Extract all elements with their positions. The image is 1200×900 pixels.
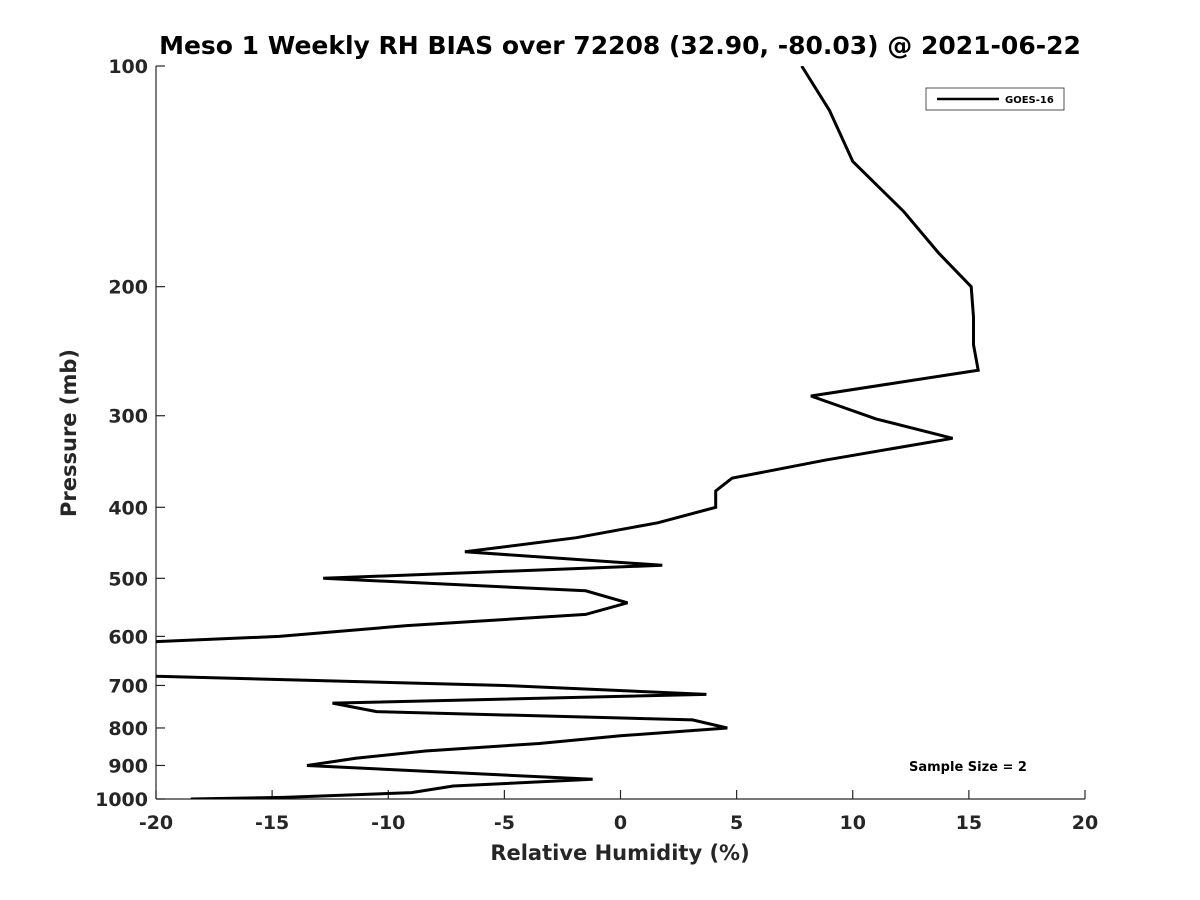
x-tick-label: -20 xyxy=(139,812,173,834)
y-tick-label: 500 xyxy=(108,568,148,590)
y-tick-label: 800 xyxy=(108,718,148,740)
y-tick-label: 400 xyxy=(108,497,148,519)
y-axis-ticks: 100 200 300 400 500 600 700 800 900 1000 xyxy=(95,56,165,811)
plot-area xyxy=(155,66,1085,800)
y-tick-label: 900 xyxy=(108,755,148,777)
series-group xyxy=(156,66,980,799)
series-line-goes16 xyxy=(156,66,980,799)
x-tick-label: 20 xyxy=(1072,812,1098,834)
y-tick-label: 100 xyxy=(108,56,148,78)
y-tick-label: 300 xyxy=(108,406,148,428)
sample-size-annotation: Sample Size = 2 xyxy=(909,760,1027,775)
y-tick-label: 200 xyxy=(108,277,148,299)
legend-label-goes16: GOES-16 xyxy=(1005,95,1054,106)
x-tick-label: 10 xyxy=(840,812,866,834)
y-tick-label: 600 xyxy=(108,626,148,648)
chart-title: Meso 1 Weekly RH BIAS over 72208 (32.90,… xyxy=(159,31,1081,60)
x-tick-label: 15 xyxy=(956,812,982,834)
x-tick-label: -10 xyxy=(371,812,405,834)
x-tick-label: 0 xyxy=(614,812,627,834)
x-axis-label: Relative Humidity (%) xyxy=(490,841,749,865)
y-axis-label: Pressure (mb) xyxy=(57,349,81,517)
legend: GOES-16 xyxy=(925,87,1065,111)
x-axis-ticks: -20 -15 -10 -5 0 5 10 15 20 xyxy=(139,790,1098,834)
x-tick-label: -15 xyxy=(255,812,289,834)
x-tick-label: -5 xyxy=(494,812,515,834)
y-tick-label: 700 xyxy=(108,675,148,697)
x-tick-label: 5 xyxy=(730,812,743,834)
y-tick-label: 1000 xyxy=(95,789,148,811)
